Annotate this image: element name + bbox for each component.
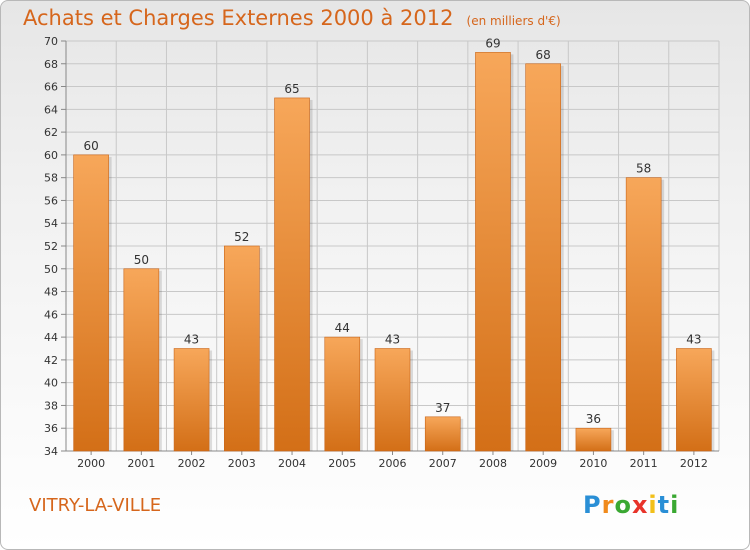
bar-value-label: 60 xyxy=(83,139,98,153)
bar-value-label: 43 xyxy=(184,333,199,347)
x-tick-label: 2009 xyxy=(529,457,557,470)
y-tick-label: 46 xyxy=(44,308,58,321)
bar-value-label: 43 xyxy=(385,333,400,347)
bar xyxy=(525,63,561,452)
bar xyxy=(475,52,511,452)
logo-letter: r xyxy=(601,491,615,519)
bars xyxy=(73,52,715,452)
bar xyxy=(224,245,260,452)
y-tick-label: 38 xyxy=(44,399,58,412)
bar xyxy=(374,348,411,452)
y-tick-label: 48 xyxy=(44,286,58,299)
proxiti-logo: Proxiti xyxy=(583,491,679,519)
bar xyxy=(625,177,662,452)
bar-value-label: 44 xyxy=(335,321,350,335)
bar-value-label: 50 xyxy=(134,253,149,267)
y-tick-label: 42 xyxy=(44,354,58,367)
bar-value-label: 58 xyxy=(636,162,651,176)
y-tick-label: 62 xyxy=(44,126,58,139)
y-tick-label: 58 xyxy=(44,172,58,185)
x-tick-label: 2004 xyxy=(278,457,306,470)
bar-value-label: 69 xyxy=(485,36,500,50)
bar xyxy=(575,427,612,452)
logo-letter: i xyxy=(670,491,680,519)
y-tick-label: 52 xyxy=(44,240,58,253)
labels: 34 36 38 40 42 44 46 48 50 52 54 56 58 60 62 64 66 68 70 60… xyxy=(44,35,708,470)
bar xyxy=(173,348,210,452)
x-tick-label: 2002 xyxy=(178,457,206,470)
bar-value-label: 43 xyxy=(686,333,701,347)
y-tick-label: 70 xyxy=(44,35,58,48)
bar xyxy=(123,268,160,452)
logo-letter: i xyxy=(648,491,658,519)
chart-title: Achats et Charges Externes 2000 à 2012 (… xyxy=(23,6,561,30)
x-tick-label: 2005 xyxy=(328,457,356,470)
y-tick-label: 64 xyxy=(44,103,58,116)
x-tick-label: 2000 xyxy=(77,457,105,470)
y-tick-label: 56 xyxy=(44,194,58,207)
y-tick-label: 34 xyxy=(44,445,58,458)
x-tick-label: 2007 xyxy=(429,457,457,470)
x-tick-label: 2001 xyxy=(127,457,155,470)
bar xyxy=(424,416,461,452)
x-tick-label: 2008 xyxy=(479,457,507,470)
bar xyxy=(676,348,712,452)
x-tick-label: 2003 xyxy=(228,457,256,470)
bar xyxy=(274,97,310,452)
y-tick-label: 68 xyxy=(44,58,58,71)
location-name: VITRY-LA-VILLE xyxy=(29,495,162,516)
bar-value-label: 36 xyxy=(586,412,601,426)
unit-note: (en milliers d'€) xyxy=(466,14,561,28)
y-tick-label: 54 xyxy=(44,217,58,230)
logo-letter: o xyxy=(614,491,632,519)
y-tick-label: 36 xyxy=(44,422,58,435)
x-tick-label: 2011 xyxy=(630,457,658,470)
bar-value-label: 65 xyxy=(284,82,299,96)
chart-title-text: Achats et Charges Externes 2000 à 2012 xyxy=(23,6,454,30)
y-tick-label: 44 xyxy=(44,331,58,344)
y-tick-label: 60 xyxy=(44,149,58,162)
bar xyxy=(324,336,361,452)
x-tick-label: 2012 xyxy=(680,457,708,470)
bar-value-label: 68 xyxy=(536,48,551,62)
x-tick-label: 2006 xyxy=(379,457,407,470)
y-tick-label: 40 xyxy=(44,377,58,390)
logo-letter: t xyxy=(657,491,671,519)
bar-value-label: 52 xyxy=(234,230,249,244)
logo-letter: x xyxy=(631,491,649,519)
x-tick-label: 2010 xyxy=(579,457,607,470)
bar xyxy=(73,154,109,452)
y-tick-label: 66 xyxy=(44,81,58,94)
logo-letter: P xyxy=(583,491,602,519)
bar-value-label: 37 xyxy=(435,401,450,415)
y-tick-label: 50 xyxy=(44,263,58,276)
